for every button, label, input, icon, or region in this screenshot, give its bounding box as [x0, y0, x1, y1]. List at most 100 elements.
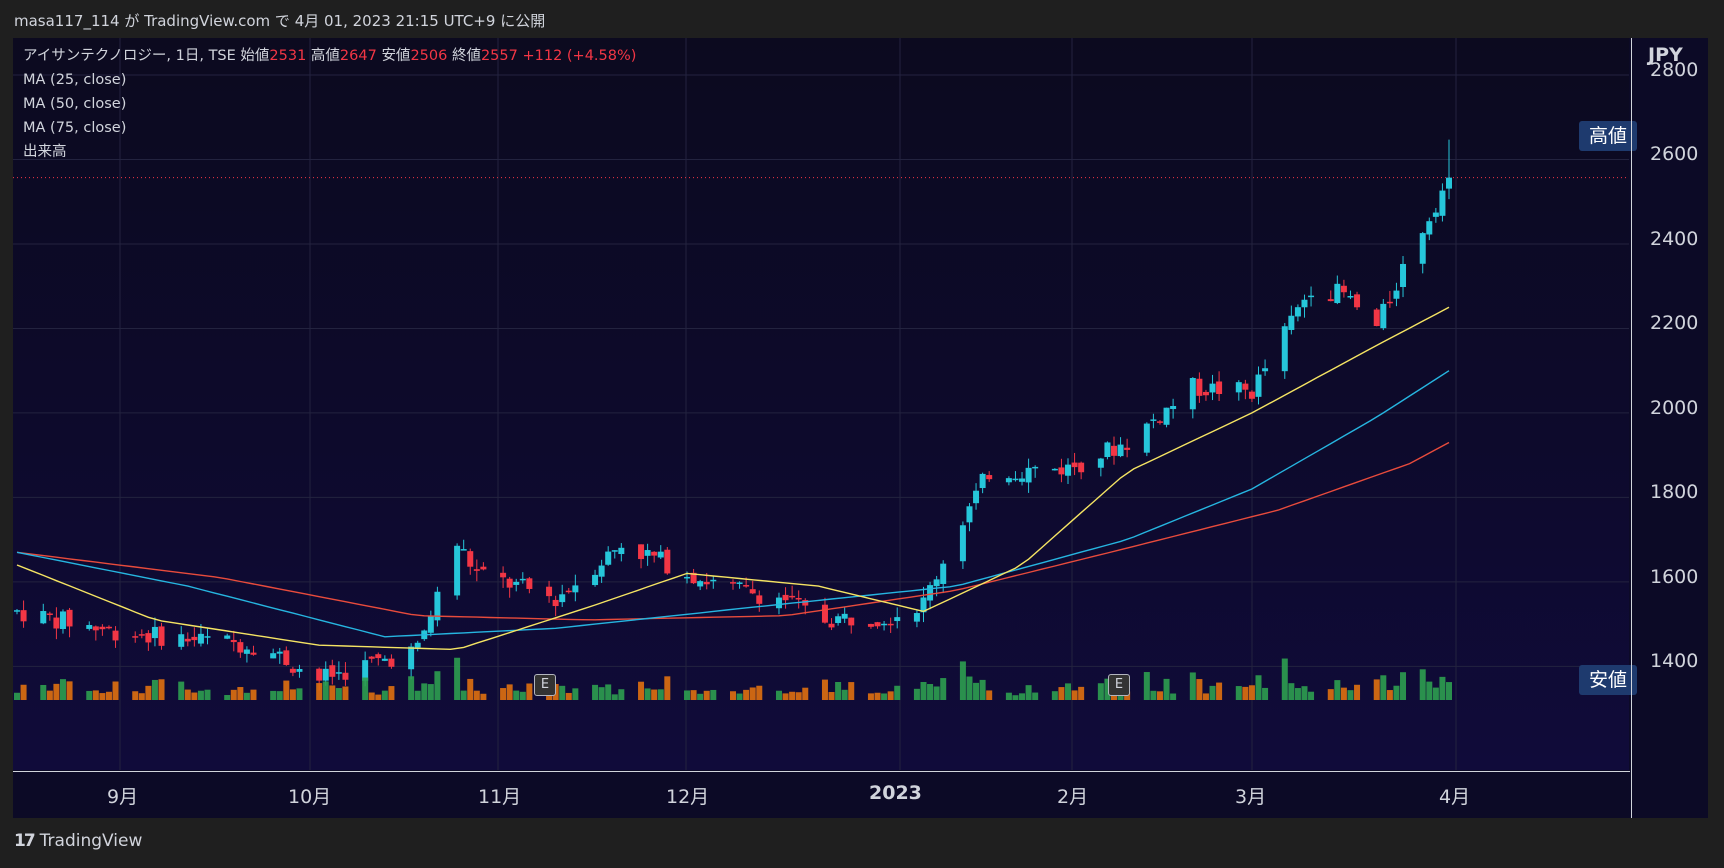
- candle-body: [782, 594, 789, 601]
- volume-bar: [1327, 689, 1334, 700]
- candle-body: [250, 652, 257, 655]
- volume-bar: [1012, 695, 1019, 700]
- volume-bar: [789, 691, 796, 700]
- volume-bar: [1242, 686, 1249, 700]
- volume-bar: [1078, 686, 1085, 700]
- volume-bar: [335, 688, 342, 700]
- volume-bar: [112, 681, 119, 700]
- legend-high: 2647: [339, 48, 377, 64]
- volume-bar: [473, 690, 480, 700]
- price-axis[interactable]: JPY 2800 2600 2400 2200 2000 1800 1600 1…: [1631, 38, 1709, 818]
- legend-low-label: 安値: [381, 48, 411, 64]
- candle-body: [940, 563, 947, 584]
- volume-bar: [572, 688, 579, 700]
- volume-bar: [874, 692, 881, 700]
- candle-body: [1400, 263, 1407, 288]
- volume-bar: [270, 690, 277, 700]
- footer-brand[interactable]: TradingView: [39, 831, 143, 851]
- volume-bar: [565, 692, 572, 700]
- legend-ma75[interactable]: MA (75, close): [23, 120, 127, 136]
- candle-body: [1262, 368, 1269, 372]
- candle-body: [1012, 478, 1019, 481]
- volume-bar: [684, 690, 691, 700]
- candle-body: [1308, 295, 1315, 298]
- candle-body: [973, 490, 980, 504]
- volume-bar: [388, 686, 395, 700]
- volume-bar: [828, 692, 835, 700]
- candle-body: [316, 668, 323, 681]
- candle-body: [664, 549, 671, 574]
- volume-bar: [1025, 685, 1032, 700]
- volume-bar: [736, 693, 743, 700]
- volume-bar: [158, 679, 165, 700]
- candle-body: [920, 597, 927, 613]
- candle-body: [1248, 391, 1255, 399]
- candle-body: [519, 578, 526, 581]
- volume-bar: [730, 691, 736, 700]
- volume-bar: [1097, 683, 1104, 700]
- candle-body: [381, 658, 388, 661]
- legend-ma25[interactable]: MA (25, close): [23, 72, 127, 88]
- candle-body: [552, 599, 559, 607]
- chart-frame[interactable]: アイサンテクノロジー, 1日, TSE 始値2531 高値2647 安値2506…: [13, 38, 1708, 818]
- candle-body: [526, 578, 533, 589]
- volume-bar: [697, 693, 704, 700]
- candle-body: [375, 654, 382, 659]
- candle-body: [1288, 315, 1295, 330]
- volume-bar: [703, 690, 710, 700]
- candle-body: [1235, 382, 1242, 393]
- volume-bar: [927, 684, 934, 700]
- candle-body: [638, 544, 645, 560]
- candle-body: [1294, 307, 1301, 317]
- candle-body: [283, 650, 290, 665]
- candle-body: [894, 617, 901, 622]
- earnings-marker[interactable]: E: [534, 674, 556, 696]
- price-tick: 1600: [1650, 566, 1699, 588]
- legend-volume[interactable]: 出来高: [23, 144, 67, 160]
- time-tick: 11月: [478, 786, 522, 808]
- volume-bar: [1446, 682, 1452, 700]
- legend-ma50[interactable]: MA (50, close): [23, 96, 127, 112]
- candle-body: [611, 550, 618, 552]
- tradingview-logo-icon[interactable]: 17: [14, 831, 36, 851]
- candle-body: [230, 639, 237, 643]
- candle-body: [913, 613, 920, 622]
- legend-symbol[interactable]: アイサンテクノロジー, 1日, TSE: [23, 48, 236, 64]
- candle-body: [224, 635, 231, 639]
- volume-bar: [421, 683, 428, 700]
- earnings-marker[interactable]: E: [1108, 674, 1130, 696]
- volume-bar: [408, 676, 415, 700]
- volume-bar: [414, 690, 421, 700]
- volume-bar: [480, 693, 487, 700]
- candle-body: [572, 585, 579, 593]
- volume-bar: [913, 688, 920, 700]
- candle-body: [1065, 464, 1072, 476]
- candle-body: [1255, 374, 1262, 397]
- volume-bar: [1380, 675, 1387, 700]
- volume-bar: [959, 661, 966, 700]
- volume-bar: [782, 693, 789, 700]
- candlestick-chart[interactable]: [13, 38, 1629, 770]
- volume-bar: [454, 657, 461, 700]
- volume-bar: [1189, 672, 1196, 700]
- candle-body: [1301, 299, 1308, 308]
- volume-bar: [1400, 672, 1407, 700]
- candle-body: [112, 630, 119, 641]
- volume-bar: [979, 679, 986, 700]
- time-tick: 4月: [1439, 786, 1471, 808]
- plot-area[interactable]: アイサンテクノロジー, 1日, TSE 始値2531 高値2647 安値2506…: [13, 38, 1629, 770]
- candle-body: [46, 613, 53, 615]
- candle-body: [427, 616, 434, 633]
- time-tick: 12月: [666, 786, 710, 808]
- candle-body: [66, 609, 73, 627]
- candle-body: [789, 595, 796, 598]
- candle-body: [736, 582, 743, 584]
- volume-bar: [1196, 679, 1203, 700]
- volume-bar: [204, 689, 211, 700]
- volume-bar: [243, 692, 250, 700]
- candle-body: [1005, 478, 1012, 483]
- candle-body: [1110, 445, 1117, 456]
- time-axis[interactable]: 9月 10月 11月 12月 2023 2月 3月 4月: [13, 771, 1630, 819]
- candle-body: [1446, 177, 1452, 189]
- volume-bar: [20, 684, 27, 700]
